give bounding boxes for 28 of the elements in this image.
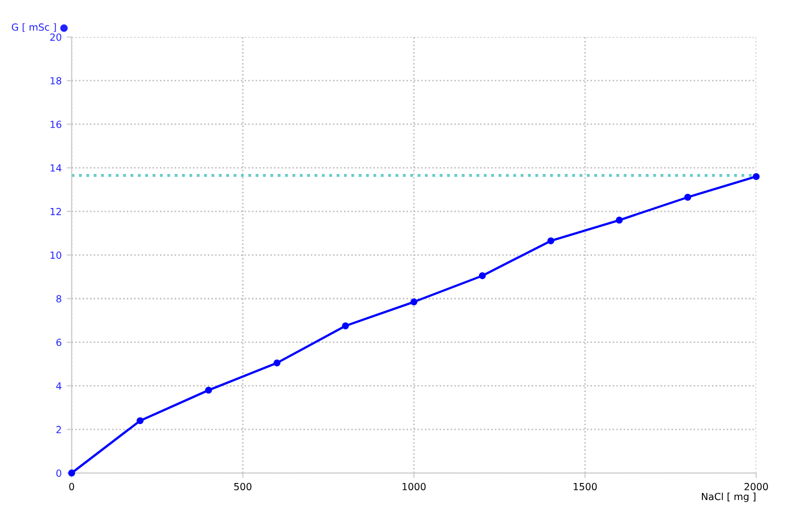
y-tick-label: 12: [50, 208, 61, 216]
point: [136, 417, 144, 424]
x-tick-label: 500: [234, 482, 252, 490]
y-tick-label: 0: [56, 470, 62, 477]
y-tick-label: 2: [56, 426, 61, 434]
y-tick-label: 4: [56, 382, 62, 390]
point: [547, 237, 554, 244]
y-tick-label: 10: [50, 252, 62, 259]
y-tick-label: 20: [50, 33, 62, 41]
point: [205, 386, 212, 394]
y-axis-title: G [ mSc ] ●: [12, 23, 68, 32]
point: [478, 272, 486, 280]
x-tick-label: 0: [69, 482, 74, 490]
point: [752, 173, 760, 180]
x-tick-label: 2000: [744, 482, 768, 490]
point: [274, 359, 280, 366]
point: [410, 298, 418, 306]
point: [342, 322, 349, 330]
y-tick-label: 16: [50, 120, 62, 128]
y-tick-label: 18: [50, 77, 62, 84]
y-tick-label: 6: [56, 338, 62, 346]
x-tick-label: 1500: [574, 482, 597, 490]
y-tick-label: 14: [50, 164, 62, 172]
x-tick-label: 1000: [402, 482, 426, 490]
x-axis-title: NaCl [ mg ]: [702, 492, 756, 502]
y-tick-label: 8: [56, 295, 62, 302]
point: [684, 194, 692, 201]
point: [616, 216, 623, 224]
